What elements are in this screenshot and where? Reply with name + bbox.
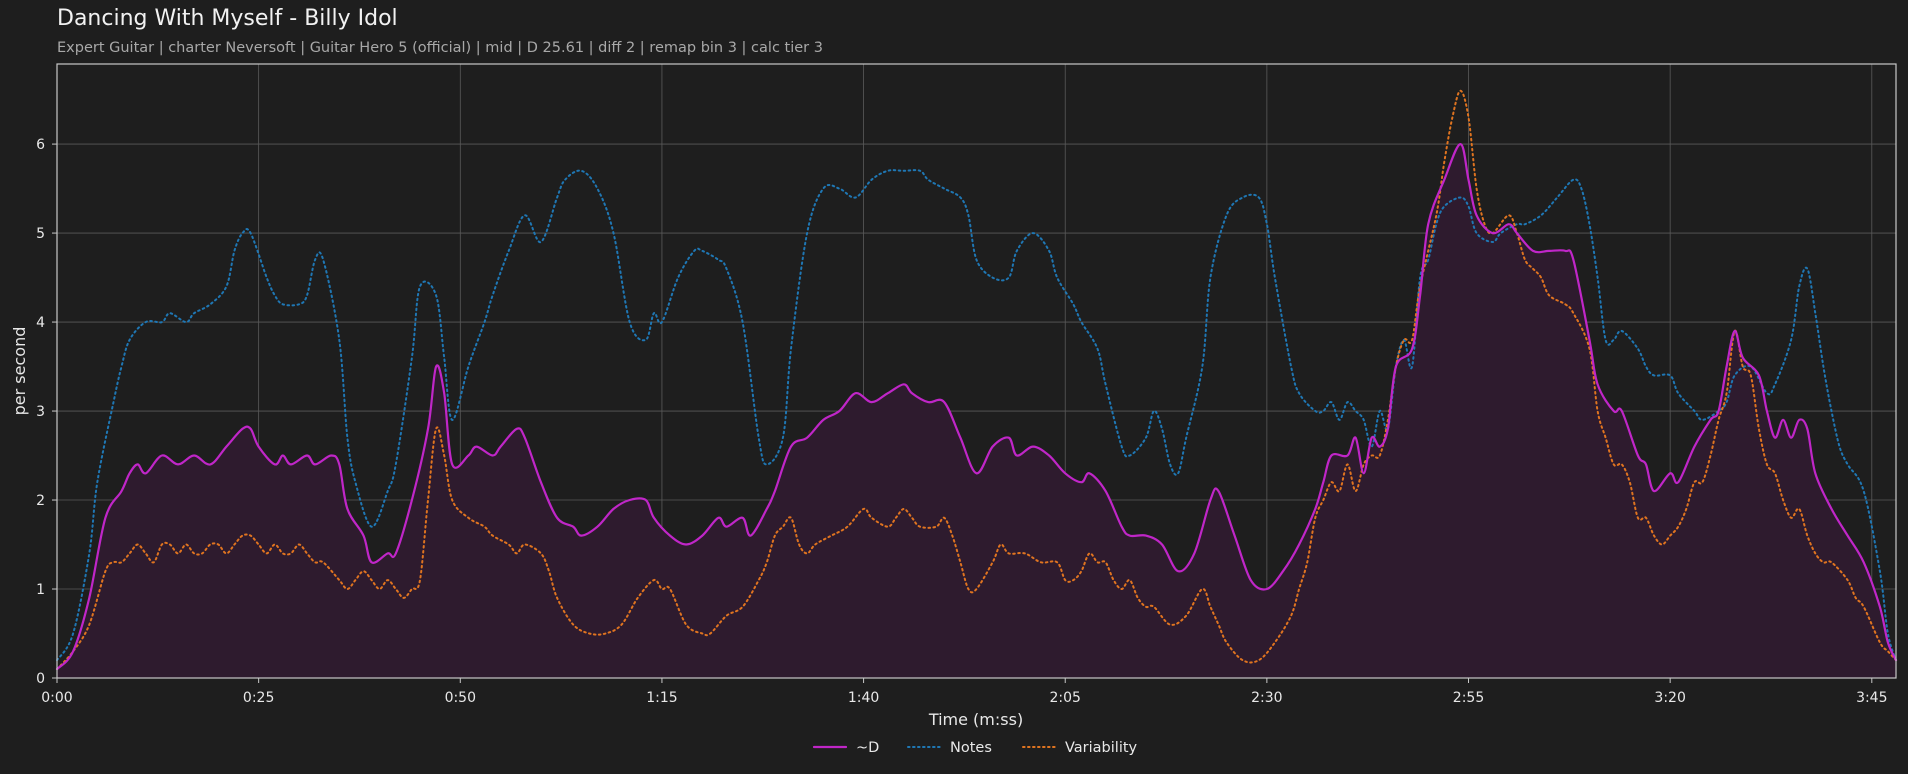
legend-label: ~D (856, 740, 879, 756)
series-line-d (55, 143, 1898, 671)
legend: ~D Notes Variability (812, 740, 1138, 756)
x-tick-label: 3:20 (1654, 690, 1685, 706)
y-tick-label: 2 (36, 493, 45, 509)
x-axis-label: Time (m:ss) (928, 710, 1023, 729)
legend-item: ~D (812, 740, 879, 756)
y-axis: 0 1 2 3 4 5 6 (36, 137, 57, 687)
y-tick-label: 1 (36, 582, 45, 598)
series-line-variability (56, 89, 1897, 671)
plot-frame (56, 63, 1897, 679)
y-tick-label: 4 (36, 315, 45, 331)
legend-item: Notes (907, 740, 992, 756)
legend-label: Notes (950, 740, 992, 756)
x-tick-label: 1:15 (646, 690, 677, 706)
x-axis: 0:00 0:25 0:50 1:15 1:40 2:05 2:30 2:55 3:20 3:45 (41, 678, 1888, 706)
x-tick-label: 0:50 (445, 690, 476, 706)
x-tick-label: 0:00 (41, 690, 72, 706)
y-tick-label: 3 (36, 404, 45, 420)
series-layer (55, 89, 1898, 679)
d-area-fill (57, 144, 1896, 679)
chart-title: Dancing With Myself - Billy Idol (57, 6, 398, 31)
x-tick-label: 0:25 (243, 690, 274, 706)
chart-subtitle: Expert Guitar | charter Neversoft | Guit… (57, 40, 823, 56)
series-line-notes (56, 169, 1897, 662)
legend-item: Variability (1022, 740, 1138, 756)
x-tick-label: 1:40 (848, 690, 879, 706)
legend-label: Variability (1065, 740, 1138, 756)
x-tick-label: 2:05 (1049, 690, 1080, 706)
x-tick-label: 2:30 (1251, 690, 1282, 706)
y-tick-label: 6 (36, 137, 45, 153)
y-tick-label: 0 (36, 671, 45, 687)
y-axis-label: per second (10, 327, 29, 416)
x-tick-label: 2:55 (1453, 690, 1484, 706)
y-tick-label: 5 (36, 226, 45, 242)
x-tick-label: 3:45 (1856, 690, 1887, 706)
